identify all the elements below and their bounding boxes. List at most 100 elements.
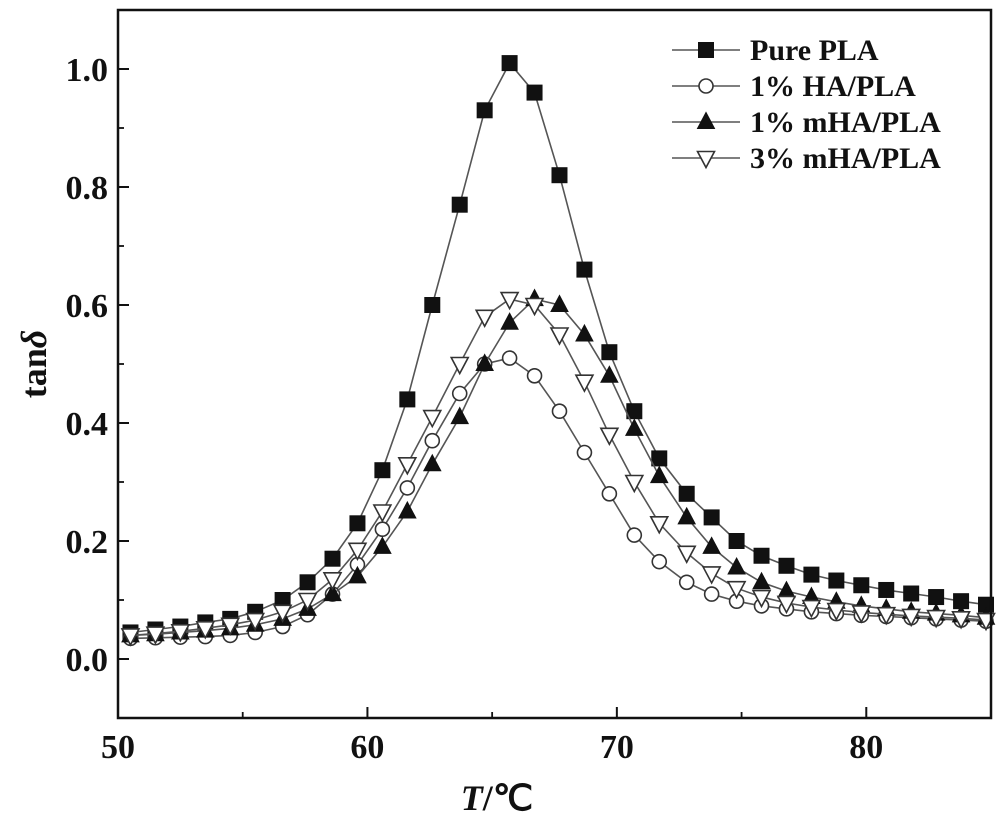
legend-label: 1% HA/PLA	[750, 70, 916, 103]
legend-item-1pct-ha-pla: 1% HA/PLA	[672, 70, 916, 103]
x-axis-title-unit: /℃	[482, 778, 533, 818]
data-point-1pct-ha-pla	[501, 350, 518, 366]
y-tick-label: 0.4	[66, 406, 109, 443]
legend-item-1pct-mha-pla: 1% mHA/PLA	[672, 106, 941, 139]
data-point-1pct-mha-pla	[624, 418, 644, 436]
data-point-pure-pla	[299, 574, 316, 591]
legend-item-3pct-mha-pla: 3% mHA/PLA	[672, 142, 941, 175]
data-point-3pct-mha-pla	[120, 628, 141, 647]
ticks-layer: 50 60 70 80 0.0 0.2 0.4 0.6 0.8 1.0	[66, 52, 884, 766]
data-point-3pct-mha-pla	[474, 309, 495, 329]
data-point-1pct-ha-pla	[651, 553, 668, 570]
data-point-1pct-mha-pla	[752, 571, 771, 590]
legend-marker-pure-pla	[698, 42, 714, 58]
data-point-1pct-ha-pla	[601, 485, 618, 502]
data-point-3pct-mha-pla	[701, 566, 722, 585]
data-point-3pct-mha-pla	[297, 592, 318, 612]
data-point-3pct-mha-pla	[220, 617, 241, 636]
data-point-3pct-mha-pla	[397, 456, 418, 476]
y-tick-label: 0.6	[66, 288, 109, 325]
x-tick-label: 80	[849, 729, 883, 766]
legend-item-pure-pla: Pure PLA	[672, 34, 879, 67]
data-point-1pct-ha-pla	[424, 432, 441, 449]
y-tick-label: 0.2	[66, 524, 109, 561]
data-point-pure-pla	[349, 515, 366, 532]
x-axis-title: T/℃	[461, 778, 533, 818]
legend-label: 1% mHA/PLA	[750, 106, 941, 139]
data-point-3pct-mha-pla	[347, 542, 368, 562]
legend-label: Pure PLA	[750, 34, 879, 67]
x-tick-label: 70	[600, 729, 634, 766]
data-point-pure-pla	[374, 462, 391, 479]
data-point-pure-pla	[728, 533, 745, 549]
data-point-3pct-mha-pla	[926, 609, 946, 629]
data-point-3pct-mha-pla	[676, 545, 697, 565]
data-point-1pct-mha-pla	[500, 312, 519, 330]
data-point-pure-pla	[778, 557, 795, 574]
data-point-pure-pla	[476, 102, 493, 119]
data-point-pure-pla	[451, 196, 468, 213]
data-point-pure-pla	[424, 297, 441, 313]
x-tick-label: 60	[350, 729, 384, 766]
data-point-1pct-ha-pla	[678, 574, 695, 591]
data-point-3pct-mha-pla	[901, 608, 922, 628]
data-point-1pct-mha-pla	[575, 323, 594, 342]
data-point-pure-pla	[501, 55, 518, 72]
y-tick-label: 0.0	[66, 642, 109, 679]
data-point-3pct-mha-pla	[245, 612, 266, 632]
data-point-pure-pla	[324, 550, 341, 567]
data-point-3pct-mha-pla	[951, 610, 971, 630]
data-point-pure-pla	[651, 450, 668, 467]
legend-marker-1pct-ha-pla	[698, 78, 714, 94]
x-axis-title-italic: T	[461, 778, 485, 818]
data-point-3pct-mha-pla	[145, 626, 166, 645]
data-point-3pct-mha-pla	[449, 356, 470, 376]
data-point-pure-pla	[753, 547, 770, 564]
series-line-1pct-ha-pla	[130, 357, 987, 640]
data-point-1pct-mha-pla	[727, 556, 746, 575]
data-point-1pct-mha-pla	[422, 453, 442, 472]
data-point-pure-pla	[526, 84, 543, 101]
data-point-1pct-mha-pla	[348, 565, 367, 584]
data-point-1pct-mha-pla	[323, 583, 342, 602]
data-point-pure-pla	[601, 344, 618, 361]
data-point-3pct-mha-pla	[170, 623, 191, 643]
data-point-3pct-mha-pla	[574, 374, 595, 393]
data-point-3pct-mha-pla	[195, 621, 216, 640]
data-point-pure-pla	[678, 485, 695, 502]
data-point-1pct-ha-pla	[399, 480, 416, 496]
data-point-pure-pla	[828, 572, 845, 589]
data-point-3pct-mha-pla	[372, 504, 393, 523]
data-point-pure-pla	[928, 589, 945, 606]
data-point-1pct-ha-pla	[374, 521, 391, 538]
data-point-3pct-mha-pla	[322, 572, 343, 591]
data-point-3pct-mha-pla	[726, 580, 747, 600]
data-point-3pct-mha-pla	[751, 589, 772, 609]
data-point-1pct-mha-pla	[475, 353, 494, 371]
data-point-pure-pla	[703, 509, 720, 526]
data-point-1pct-mha-pla	[677, 506, 697, 525]
data-point-1pct-mha-pla	[373, 536, 392, 554]
data-point-1pct-ha-pla	[576, 444, 593, 461]
data-point-3pct-mha-pla	[599, 427, 620, 447]
data-point-1pct-ha-pla	[703, 586, 720, 602]
y-axis-title-main: tan	[14, 348, 54, 398]
data-point-3pct-mha-pla	[876, 606, 897, 626]
data-point-3pct-mha-pla	[499, 291, 520, 311]
data-point-pure-pla	[853, 577, 870, 594]
data-point-1pct-ha-pla	[626, 527, 643, 543]
data-point-1pct-mha-pla	[649, 465, 669, 484]
data-point-1pct-ha-pla	[451, 385, 468, 402]
data-point-3pct-mha-pla	[624, 474, 645, 494]
data-point-1pct-mha-pla	[450, 406, 470, 425]
data-point-pure-pla	[576, 261, 593, 278]
data-point-3pct-mha-pla	[776, 595, 797, 615]
data-point-pure-pla	[399, 391, 416, 408]
data-point-pure-pla	[903, 585, 920, 602]
legend-label: 3% mHA/PLA	[750, 142, 941, 175]
x-tick-label: 50	[101, 729, 135, 766]
data-point-pure-pla	[803, 566, 820, 583]
y-tick-label: 0.8	[66, 170, 109, 207]
legend-marker-3pct-mha-pla	[696, 150, 716, 170]
